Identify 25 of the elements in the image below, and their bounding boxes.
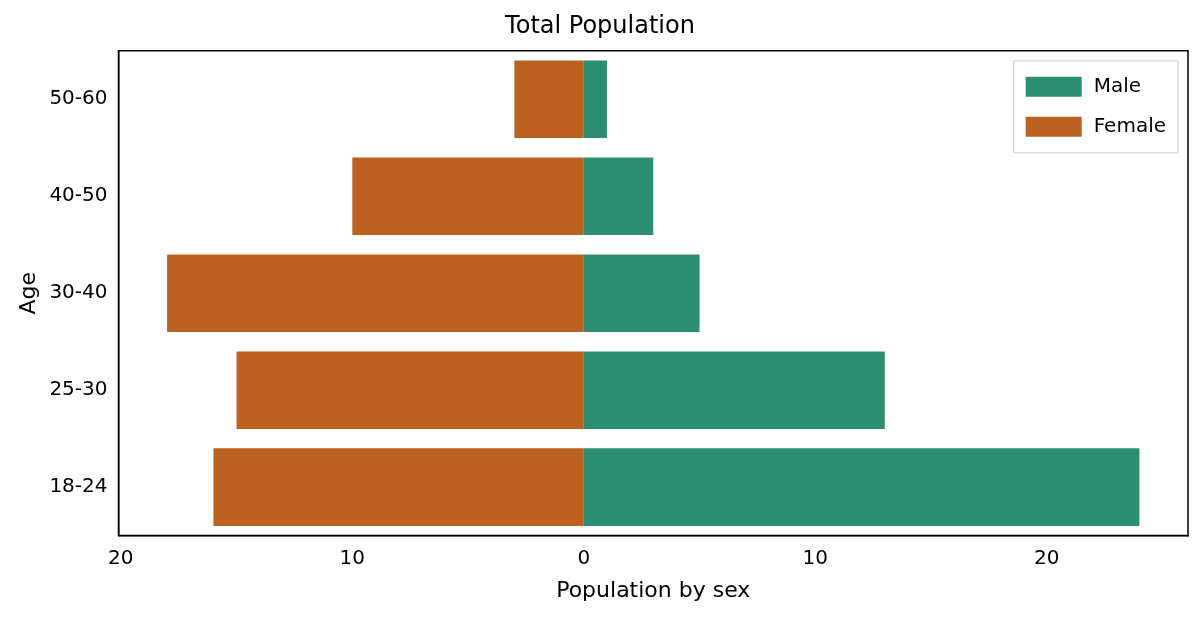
x-tick-label: 10 [339, 544, 366, 569]
legend-label: Female [1093, 113, 1167, 137]
bar [583, 60, 607, 139]
bar [583, 351, 885, 429]
y-tick-label: 30-40 [49, 279, 108, 304]
y-axis-title: Age [14, 271, 40, 315]
x-tick-label: 10 [802, 544, 829, 569]
bar [167, 254, 584, 332]
chart-title: Total Population [504, 10, 695, 39]
y-tick-label: 40-50 [49, 182, 108, 207]
bar [352, 157, 584, 236]
y-tick-label: 18-24 [49, 473, 108, 498]
x-tick-label: 0 [577, 544, 591, 569]
x-axis-title: Population by sex [556, 576, 751, 602]
x-tick-label: 20 [1034, 544, 1060, 569]
legend-label: Male [1093, 73, 1142, 97]
bar [583, 157, 654, 236]
y-tick-label: 25-30 [49, 376, 108, 401]
bar [583, 448, 1140, 526]
bar [236, 351, 584, 429]
y-tick-label: 50-60 [49, 85, 108, 110]
bar [213, 448, 584, 526]
x-tick-label: 20 [108, 544, 134, 569]
bar [583, 254, 700, 332]
bar [514, 60, 584, 139]
